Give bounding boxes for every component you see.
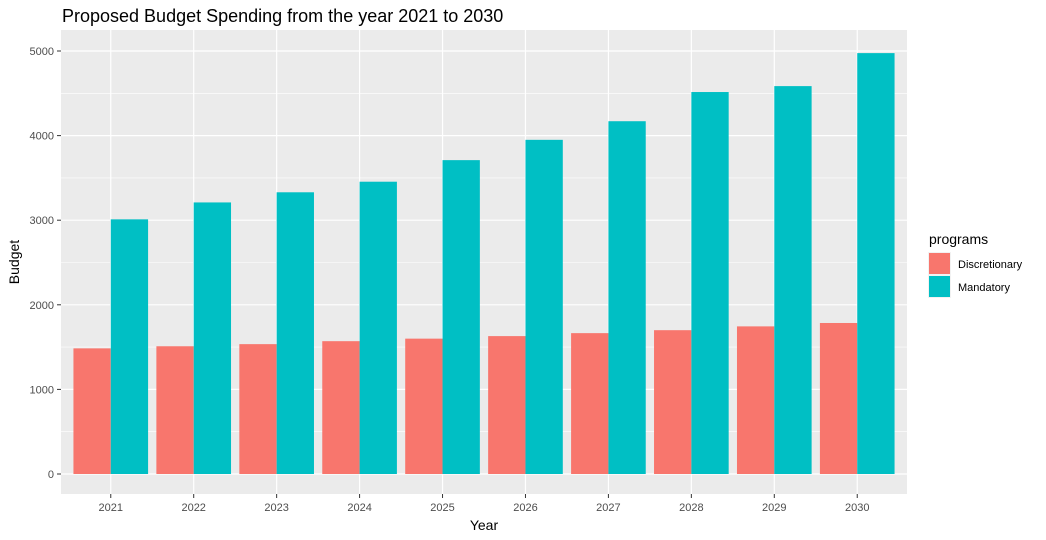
bar-mandatory-2023	[276, 192, 314, 475]
x-axis-title: Year	[470, 517, 499, 533]
legend: programs Discretionary Mandatory	[928, 231, 1023, 298]
legend-label-mandatory: Mandatory	[958, 282, 1010, 294]
y-tick-label: 5000	[30, 46, 54, 58]
x-tick-label: 2030	[845, 502, 869, 514]
y-axis: 0 1000 2000 3000 4000 5000	[30, 46, 61, 481]
bar-discretionary-2030	[819, 322, 858, 474]
bar-mandatory-2021	[110, 219, 149, 474]
legend-title: programs	[929, 231, 988, 247]
x-tick-label: 2023	[264, 502, 288, 514]
x-tick-label: 2027	[596, 502, 620, 514]
bar-mandatory-2024	[359, 181, 397, 474]
y-tick-label: 4000	[30, 131, 54, 143]
x-tick-label: 2025	[430, 502, 454, 514]
legend-swatch-mandatory	[929, 276, 950, 297]
bar-mandatory-2029	[774, 86, 812, 474]
x-tick-label: 2028	[679, 502, 703, 514]
bar-mandatory-2025	[442, 160, 480, 474]
bar-discretionary-2021	[73, 348, 111, 474]
bar-discretionary-2028	[654, 330, 692, 474]
bar-mandatory-2028	[691, 92, 729, 474]
bar-mandatory-2022	[193, 202, 232, 474]
chart-title: Proposed Budget Spending from the year 2…	[62, 6, 503, 26]
bars	[73, 53, 895, 475]
y-tick-label: 0	[48, 469, 54, 481]
bar-mandatory-2027	[608, 121, 646, 474]
bar-discretionary-2024	[322, 341, 360, 474]
x-tick-label: 2029	[762, 502, 786, 514]
bar-discretionary-2023	[239, 344, 277, 474]
bar-mandatory-2030	[857, 53, 895, 475]
x-axis: 2021 2022 2023 2024 2025 2026 2027 2028 2029 2030	[99, 494, 869, 514]
bar-discretionary-2026	[488, 336, 526, 474]
x-tick-label: 2024	[347, 502, 371, 514]
x-tick-label: 2021	[99, 502, 123, 514]
bar-discretionary-2025	[405, 338, 443, 474]
y-axis-title: Budget	[6, 240, 22, 284]
y-tick-label: 3000	[30, 215, 54, 227]
bar-discretionary-2022	[156, 346, 194, 474]
bar-discretionary-2027	[571, 333, 609, 474]
x-tick-label: 2026	[513, 502, 537, 514]
y-tick-label: 1000	[30, 384, 54, 396]
x-tick-label: 2022	[181, 502, 205, 514]
legend-label-discretionary: Discretionary	[958, 259, 1023, 271]
bar-discretionary-2029	[736, 326, 775, 474]
bar-mandatory-2026	[525, 139, 563, 474]
y-tick-label: 2000	[30, 300, 54, 312]
legend-swatch-discretionary	[929, 253, 950, 274]
